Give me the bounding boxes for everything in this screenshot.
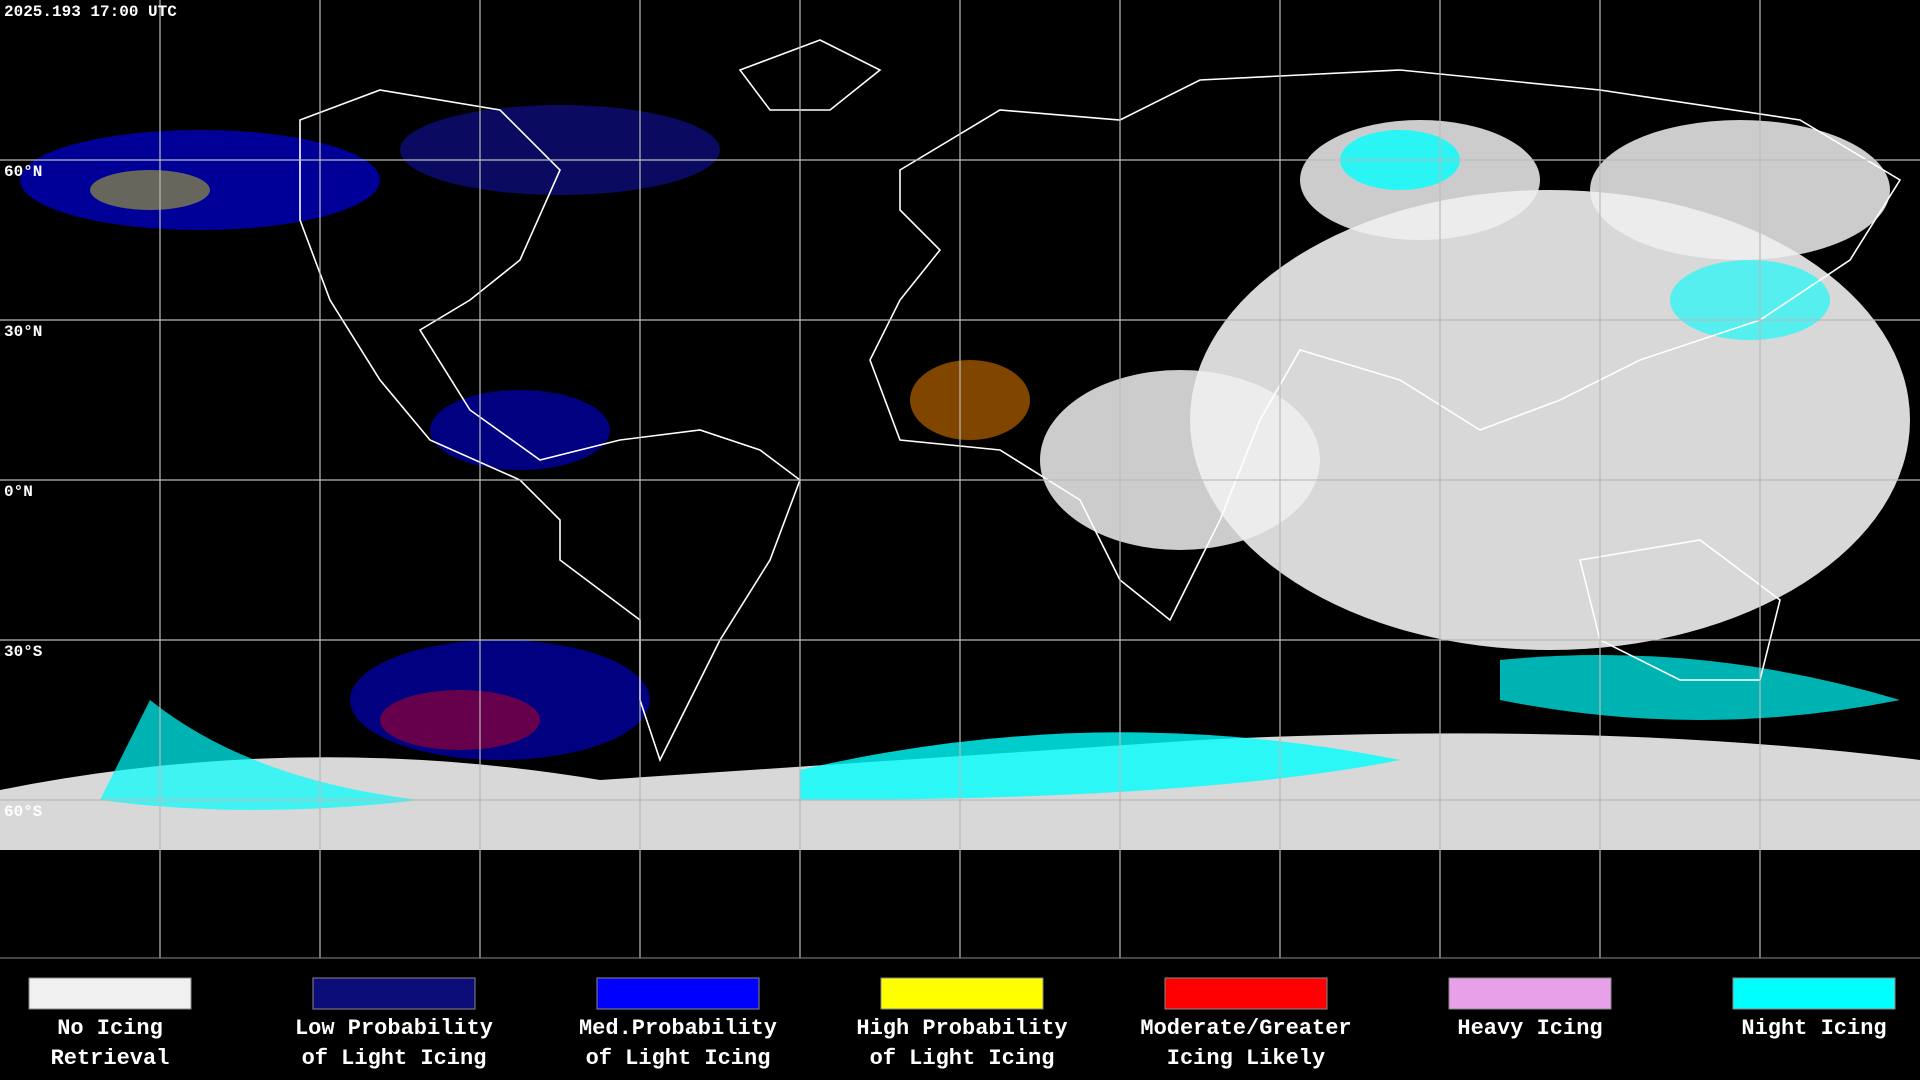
legend-swatch: [312, 977, 476, 1010]
legend-swatch: [880, 977, 1044, 1010]
legend-label: Moderate/Greater: [1140, 1016, 1351, 1041]
legend-swatch: [1164, 977, 1328, 1010]
legend-label: High Probability: [856, 1016, 1067, 1041]
legend-label: Icing Likely: [1167, 1046, 1325, 1071]
timestamp: 2025.193 17:00 UTC: [4, 3, 177, 21]
legend-swatch: [28, 977, 192, 1010]
legend-label: Low Probability: [295, 1016, 493, 1041]
legend-label: No Icing: [57, 1016, 163, 1041]
latitude-label: 30°N: [4, 323, 42, 341]
legend-label: Night Icing: [1741, 1016, 1886, 1041]
legend-swatch: [596, 977, 760, 1010]
legend-label: of Light Icing: [302, 1046, 487, 1071]
graticule: [0, 0, 1920, 958]
legend-label: of Light Icing: [586, 1046, 771, 1071]
latitude-label: 0°N: [4, 483, 33, 501]
latitude-label: 60°S: [4, 803, 43, 821]
legend-label: Retrieval: [51, 1046, 170, 1071]
legend-label: of Light Icing: [870, 1046, 1055, 1071]
legend-swatch: [1448, 977, 1612, 1010]
legend-swatch: [1732, 977, 1896, 1010]
legend-label: Heavy Icing: [1457, 1016, 1602, 1041]
latitude-label: 30°S: [4, 643, 43, 661]
latitude-label: 60°N: [4, 163, 42, 181]
legend-label: Med.Probability: [579, 1016, 777, 1041]
